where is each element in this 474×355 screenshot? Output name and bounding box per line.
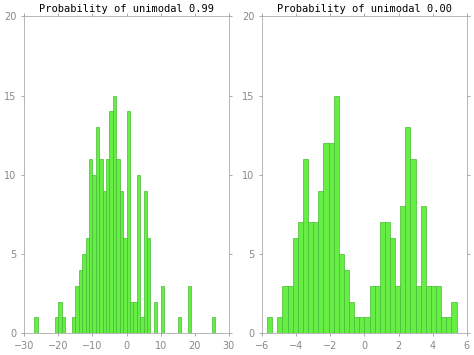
Bar (137, 175, 140, 333)
Bar (79, 270, 82, 333)
Bar (288, 286, 293, 333)
Bar (140, 317, 144, 333)
Bar (400, 207, 405, 333)
Bar (96, 127, 99, 333)
Bar (313, 222, 319, 333)
Bar (120, 191, 123, 333)
Title: Probability of unimodal 0.99: Probability of unimodal 0.99 (39, 4, 214, 14)
Bar (374, 286, 380, 333)
Bar (416, 286, 421, 333)
Bar (99, 159, 103, 333)
Bar (405, 127, 410, 333)
Bar (431, 286, 436, 333)
Bar (328, 143, 334, 333)
Bar (147, 238, 150, 333)
Bar (161, 286, 164, 333)
Bar (89, 159, 92, 333)
Bar (116, 159, 120, 333)
Bar (293, 238, 298, 333)
Bar (339, 254, 344, 333)
Bar (447, 317, 451, 333)
Bar (334, 95, 339, 333)
Bar (283, 286, 288, 333)
Bar (451, 301, 456, 333)
Bar (277, 317, 283, 333)
Bar (410, 159, 416, 333)
Bar (441, 317, 447, 333)
Bar (349, 301, 354, 333)
Bar (267, 317, 272, 333)
Bar (123, 238, 127, 333)
Bar (154, 301, 157, 333)
Bar (127, 111, 130, 333)
Bar (380, 222, 385, 333)
Bar (133, 301, 137, 333)
Bar (103, 191, 106, 333)
Bar (188, 286, 191, 333)
Bar (385, 222, 390, 333)
Bar (62, 317, 65, 333)
Bar (55, 317, 58, 333)
Bar (365, 317, 370, 333)
Bar (109, 111, 113, 333)
Bar (359, 317, 365, 333)
Bar (298, 222, 303, 333)
Bar (308, 222, 313, 333)
Bar (113, 95, 116, 333)
Bar (390, 238, 395, 333)
Bar (354, 317, 359, 333)
Bar (436, 286, 441, 333)
Bar (426, 286, 431, 333)
Bar (319, 191, 323, 333)
Bar (106, 159, 109, 333)
Bar (178, 317, 181, 333)
Bar (72, 317, 75, 333)
Bar (323, 143, 328, 333)
Bar (421, 207, 426, 333)
Bar (130, 301, 133, 333)
Bar (86, 238, 89, 333)
Bar (35, 317, 38, 333)
Bar (144, 191, 147, 333)
Bar (58, 301, 62, 333)
Bar (344, 270, 349, 333)
Title: Probability of unimodal 0.00: Probability of unimodal 0.00 (277, 4, 452, 14)
Bar (303, 159, 308, 333)
Bar (82, 254, 86, 333)
Bar (212, 317, 215, 333)
Bar (75, 286, 79, 333)
Bar (92, 175, 96, 333)
Bar (370, 286, 374, 333)
Bar (395, 286, 400, 333)
